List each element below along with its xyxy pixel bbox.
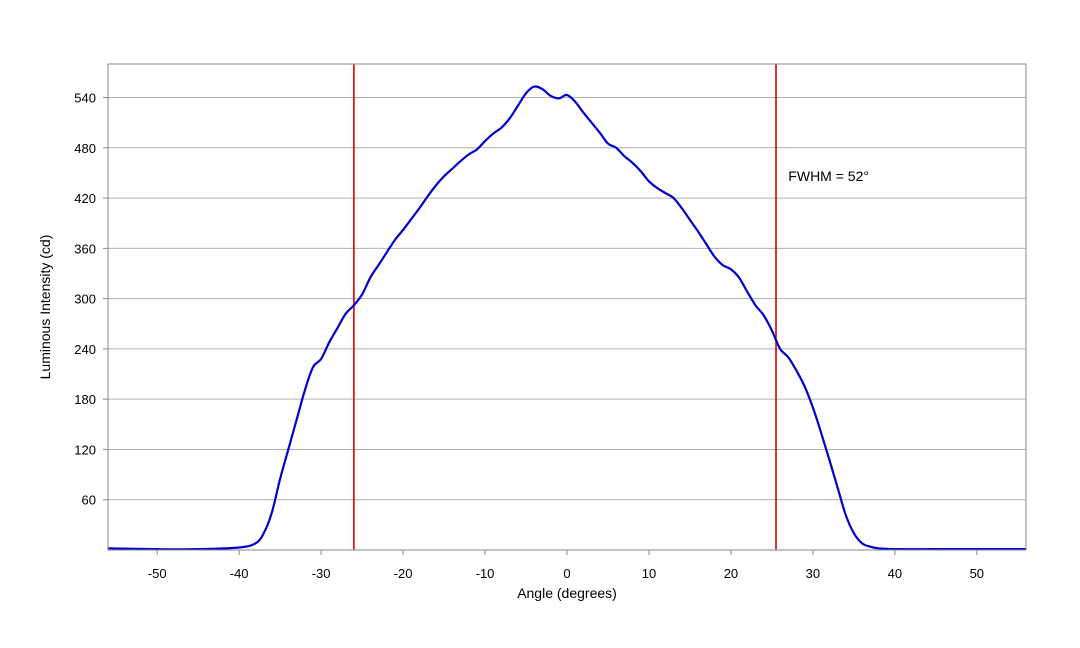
x-axis-title: Angle (degrees) [517,585,617,601]
x-tick-label: 10 [642,566,656,581]
x-tick-label: 40 [888,566,902,581]
y-axis-title: Luminous Intensity (cd) [37,235,53,380]
y-tick-label: 180 [74,392,96,407]
gridlines [108,97,1026,501]
fwhm-markers [353,64,777,550]
x-tick-label: -20 [394,566,413,581]
y-tick-label: 540 [74,91,96,106]
y-tick-label: 420 [74,191,96,206]
x-axis-ticks: -50 -40 -30 -20 -10 0 10 20 30 40 50 [148,550,984,581]
x-tick-label: -40 [230,566,249,581]
y-tick-label: 60 [82,493,96,508]
y-tick-label: 240 [74,342,96,357]
x-tick-label: 30 [806,566,820,581]
x-tick-label: -10 [476,566,495,581]
series-layer [107,85,1026,551]
x-tick-label: 50 [970,566,984,581]
y-tick-label: 360 [74,241,96,256]
fwhm-annotation: FWHM = 52° [788,168,869,184]
y-tick-label: 480 [74,141,96,156]
y-axis-ticks: 60 120 180 240 300 360 420 480 540 [74,91,108,508]
x-tick-label: -50 [148,566,167,581]
y-tick-label: 120 [74,442,96,457]
x-tick-label: 20 [724,566,738,581]
y-tick-label: 300 [74,292,96,307]
x-tick-label: 0 [563,566,570,581]
intensity-curve-0 [107,85,1026,551]
x-tick-label: -30 [312,566,331,581]
